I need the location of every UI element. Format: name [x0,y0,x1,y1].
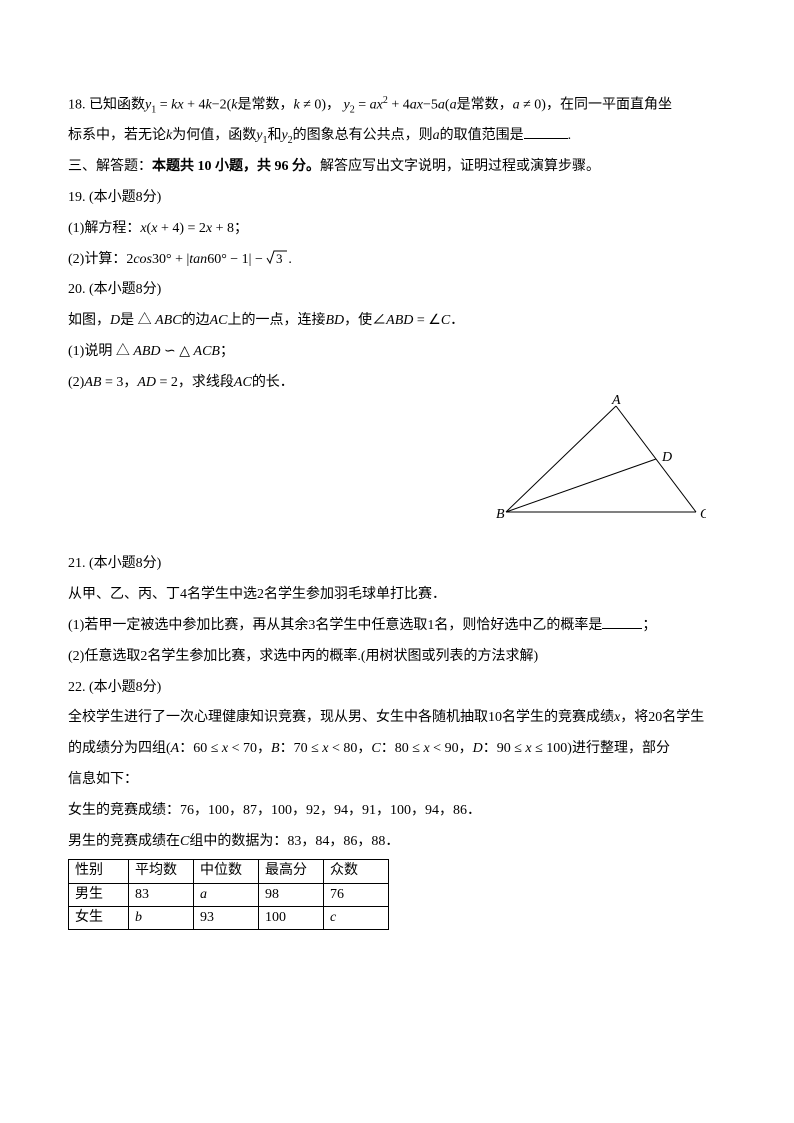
q19-p1: (1)解方程：x(x + 4) = 2x + 8； [68,214,726,245]
table-cell: 93 [194,906,259,929]
q22-l3: 信息如下： [68,765,726,796]
table-cell: a [194,883,259,906]
fill-blank[interactable] [602,615,642,629]
svg-text:3: 3 [276,251,283,265]
table-cell: b [129,906,194,929]
q19-p2: (2)计算：2cos30° + |tan60° − 1| − 3. [68,245,726,276]
q20-l2: (1)说明 △ ABD ∽ △ ACB； [68,337,726,368]
table-header-cell: 众数 [324,860,389,883]
q21-l1: 从甲、乙、丙、丁4名学生中选2名学生参加羽毛球单打比赛． [68,580,726,611]
table-header-cell: 最高分 [259,860,324,883]
svg-text:C: C [700,507,706,522]
q18-line1: 18. 已知函数y1 = kx + 4k−2(k是常数，k ≠ 0)， y2 =… [68,90,726,121]
q22-l2: 的成绩分为四组(A：60 ≤ x < 70，B：70 ≤ x < 80，C：80… [68,734,726,765]
section3-title: 三、解答题：本题共 10 小题，共 96 分。解答应写出文字说明，证明过程或演算… [68,152,726,183]
sqrt-icon: 3 [266,249,288,265]
table-row: 男生83a9876 [69,883,389,906]
q19-title: 19. (本小题8分) [68,183,726,214]
q21-l3: (2)任意选取2名学生参加比赛，求选中丙的概率.(用树状图或列表的方法求解) [68,642,726,673]
table-cell: 男生 [69,883,129,906]
triangle-figure: A B C D [68,389,726,542]
svg-text:A: A [611,393,621,408]
table-header-cell: 中位数 [194,860,259,883]
svg-text:D: D [661,450,672,465]
q22-title: 22. (本小题8分) [68,673,726,704]
fill-blank[interactable] [524,125,568,139]
table-row: 女生b93100c [69,906,389,929]
q21-l2: (1)若甲一定被选中参加比赛，再从其余3名学生中任意选取1名，则恰好选中乙的概率… [68,611,726,642]
table-cell: 83 [129,883,194,906]
table-cell: 76 [324,883,389,906]
q21-title: 21. (本小题8分) [68,549,726,580]
svg-text:B: B [496,507,505,522]
table-header-cell: 性别 [69,860,129,883]
table-header-cell: 平均数 [129,860,194,883]
table-cell: 98 [259,883,324,906]
q18-line2: 标系中，若无论k为何值，函数y1和y2的图象总有公共点，则a的取值范围是. [68,121,726,152]
table-cell: c [324,906,389,929]
table-cell: 女生 [69,906,129,929]
q22-l5: 男生的竞赛成绩在C组中的数据为：83，84，86，88． [68,827,726,858]
q22-l1: 全校学生进行了一次心理健康知识竞赛，现从男、女生中各随机抽取10名学生的竞赛成绩… [68,703,726,734]
q22-l4: 女生的竞赛成绩：76，100，87，100，92，94，91，100，94，86… [68,796,726,827]
table-cell: 100 [259,906,324,929]
q20-title: 20. (本小题8分) [68,275,726,306]
stats-table: 性别平均数中位数最高分众数男生83a9876女生b93100c [68,859,389,930]
q20-l1: 如图，D是 △ ABC的边AC上的一点，连接BD，使∠ABD = ∠C． [68,306,726,337]
